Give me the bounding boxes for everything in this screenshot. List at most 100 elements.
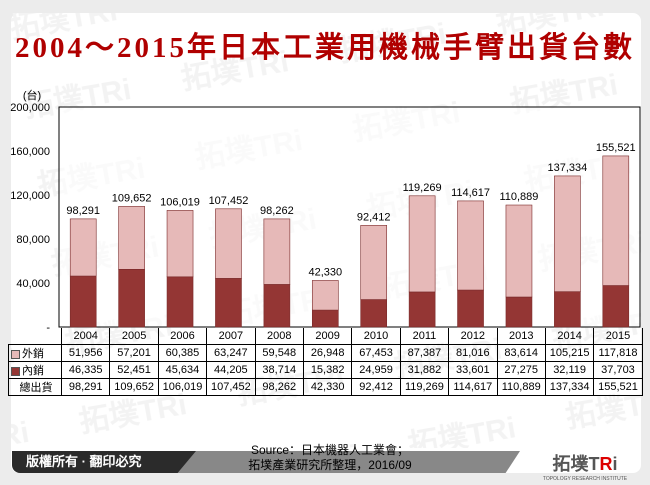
year-cell: 2004 (60, 328, 111, 345)
bar-export-2015 (602, 155, 630, 286)
tri-logo: 拓墣TRi TOPOLOGY RESEARCH INSTITUTE (535, 450, 635, 482)
y-tick-label: 40,000 (16, 278, 50, 290)
total-cell: 106,019 (157, 378, 208, 396)
total-data-label: 137,334 (547, 162, 587, 174)
bar-domestic-2011 (408, 291, 436, 328)
total-data-label: 98,262 (260, 205, 294, 217)
bar-domestic-2013 (505, 296, 533, 328)
domestic-cell: 24,959 (351, 361, 401, 379)
bar-domestic-2004 (69, 275, 97, 328)
domestic-cell: 15,382 (302, 361, 353, 379)
bar-export-2013 (505, 204, 533, 298)
total-data-label: 155,521 (596, 142, 636, 154)
export-cell: 105,215 (544, 344, 595, 362)
bar-domestic-2015 (602, 285, 630, 328)
export-cell: 51,956 (60, 344, 111, 362)
total-cell: 137,334 (544, 378, 595, 396)
export-cell: 87,387 (399, 344, 450, 362)
export-cell: 59,548 (254, 344, 304, 362)
year-cell: 2006 (157, 328, 208, 345)
bar-export-2011 (408, 195, 436, 293)
export-legend-swatch (11, 349, 20, 359)
domestic-cell: 32,119 (544, 361, 595, 379)
year-row: 2004 2005 2006 2007 2008 2009 2010 2011 2012 2013… (8, 328, 643, 345)
total-data-label: 109,652 (112, 192, 152, 204)
total-data-label: 107,452 (209, 195, 249, 207)
bar-export-2010 (360, 225, 388, 300)
total-cell: 107,452 (206, 378, 256, 396)
y-tick-label: 160,000 (10, 146, 50, 158)
total-cell: 98,262 (254, 378, 304, 396)
bar-domestic-2005 (118, 269, 145, 328)
bar-export-2014 (554, 175, 581, 292)
export-cell: 117,818 (593, 344, 643, 362)
total-cell: 109,652 (109, 378, 159, 396)
bar-export-2012 (457, 200, 484, 291)
bar-domestic-2007 (215, 278, 242, 328)
total-data-label: 92,412 (357, 211, 391, 223)
bar-export-2009 (311, 280, 339, 311)
bar-export-2004 (69, 218, 97, 277)
bar-domestic-2012 (457, 289, 484, 328)
logo-subtitle: TOPOLOGY RESEARCH INSTITUTE (542, 476, 628, 482)
bar-domestic-2009 (311, 309, 339, 328)
domestic-cell: 46,335 (60, 361, 111, 379)
bar-export-2006 (166, 210, 194, 278)
bar-export-2008 (263, 218, 291, 285)
domestic-cell: 52,451 (109, 361, 159, 379)
domestic-cell: 37,703 (593, 361, 643, 379)
total-label: 總出貨 (19, 382, 53, 394)
y-tick-label: 200,000 (10, 102, 50, 114)
plot-area (58, 106, 641, 328)
year-cell: 2007 (206, 328, 256, 345)
year-cell: 2014 (544, 328, 595, 345)
bar-domestic-2008 (263, 284, 291, 328)
domestic-cell: 31,882 (399, 361, 450, 379)
y-tick-label: 120,000 (10, 190, 50, 202)
year-cell: 2012 (448, 328, 498, 345)
total-data-label: 98,291 (66, 205, 100, 217)
domestic-cell: 38,714 (254, 361, 304, 379)
total-cell: 155,521 (593, 378, 643, 396)
data-table: 2004 2005 2006 2007 2008 2009 2010 2011 2012 2013… (8, 328, 643, 396)
source-line-2: 拓墣產業研究所整理，2016/09 (248, 458, 412, 472)
total-cell: 114,617 (448, 378, 498, 396)
source-note: Source：日本機器人工業會； 拓墣產業研究所整理，2016/09 (200, 443, 460, 473)
export-cell: 83,614 (496, 344, 546, 362)
total-cell: 92,412 (351, 378, 401, 396)
slide-title: 2004～2015年日本工業用機械手臂出貨台數 (14, 32, 635, 64)
year-cell: 2008 (254, 328, 304, 345)
total-data-label: 119,269 (403, 182, 442, 194)
bar-export-2007 (215, 208, 242, 279)
total-row: 總出貨 98,291 109,652 106,019 107,452 98,262 42,3… (8, 378, 643, 396)
year-cell: 2015 (593, 328, 643, 345)
total-cell: 98,291 (60, 378, 111, 396)
export-cell: 60,385 (157, 344, 208, 362)
year-cell: 2011 (399, 328, 450, 345)
y-tick-label: 80,000 (16, 234, 50, 246)
year-cell: 2009 (302, 328, 353, 345)
copyright-notice: 版權所有 · 翻印必究 (12, 451, 196, 473)
export-cell: 81,016 (448, 344, 498, 362)
total-data-label: 110,889 (499, 191, 538, 203)
total-cell: 119,269 (399, 378, 450, 396)
domestic-cell: 33,601 (448, 361, 498, 379)
export-row: 外銷 51,956 57,201 60,385 63,247 59,548 26,948 67… (8, 344, 643, 362)
bar-export-2005 (118, 206, 145, 270)
total-data-label: 42,330 (308, 266, 342, 278)
bar-domestic-2006 (166, 276, 194, 328)
bar-domestic-2014 (554, 291, 581, 328)
year-cell: 2013 (496, 328, 546, 345)
total-data-label: 106,019 (160, 196, 200, 208)
source-line-1: Source：日本機器人工業會； (250, 443, 410, 457)
y-axis-unit: (台) (23, 88, 41, 102)
domestic-cell: 44,205 (206, 361, 256, 379)
total-data-label: 114,617 (451, 187, 490, 199)
export-cell: 26,948 (302, 344, 353, 362)
year-cell: 2005 (109, 328, 159, 345)
export-label: 外銷 (22, 348, 44, 360)
total-cell: 42,330 (302, 378, 353, 396)
total-cell: 110,889 (496, 378, 546, 396)
export-cell: 57,201 (109, 344, 159, 362)
domestic-legend-swatch (11, 366, 20, 376)
